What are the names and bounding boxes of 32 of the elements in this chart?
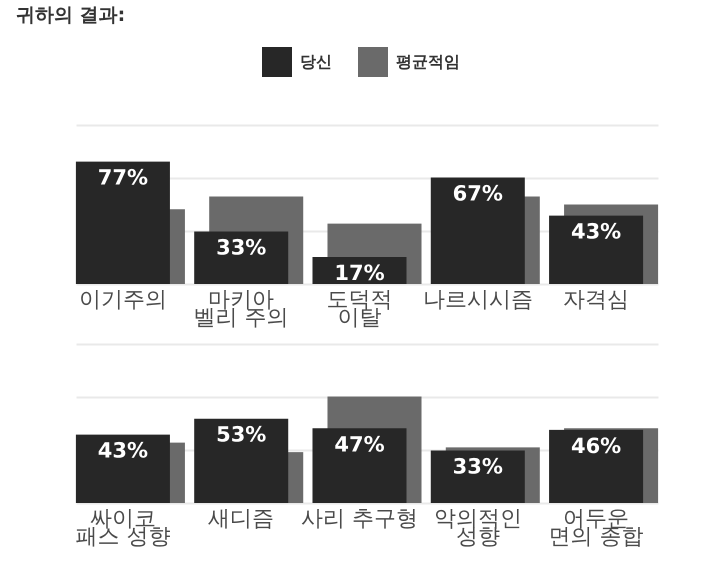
bar [549,430,644,503]
x-tick-label: 이기주의 [78,288,167,312]
x-tick-label: 싸이코 패스 성향 [75,506,170,550]
bar [549,216,644,284]
x-tick-label: 새디즘 [208,506,274,532]
bar [312,428,407,503]
legend-label: 평균적임 [396,52,460,71]
bar [194,418,288,503]
bar [194,232,288,284]
data-label: 43% [98,438,148,463]
data-label: 17% [334,260,385,285]
bar [76,162,170,284]
data-label: 43% [570,220,622,244]
data-label: 67% [452,181,503,206]
data-label: 33% [452,454,503,479]
x-tick-label: 마키아 벨리 주의 [194,288,289,330]
x-tick-label: 사리 추구형 [301,506,418,532]
x-tick-label: 나르시시즘 [422,288,533,312]
chart-title: 귀하의 결과: [16,4,126,26]
bar [430,450,525,503]
x-tick-label: 어두운 면의 종합 [548,506,644,550]
data-label: 33% [216,236,266,260]
data-label: 77% [98,166,148,190]
bar [76,434,170,503]
data-label: 53% [216,422,266,447]
bar [430,177,525,284]
x-tick-label: 자격심 [563,288,630,312]
x-tick-label: 도덕적 이탈 [326,288,392,330]
data-label: 47% [334,432,385,456]
data-label: 46% [570,434,622,458]
legend-label: 당신 [300,52,332,71]
x-tick-label: 악의적인 성향 [434,506,522,550]
